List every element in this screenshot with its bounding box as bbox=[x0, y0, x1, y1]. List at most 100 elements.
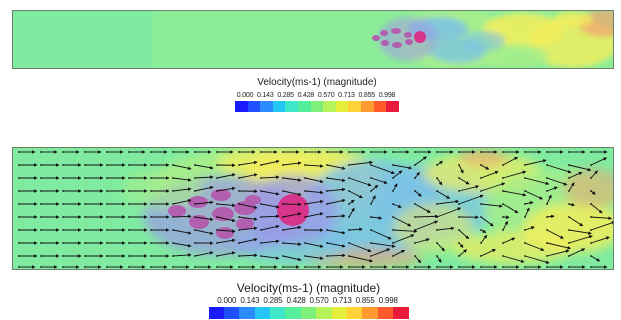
vector-origin bbox=[62, 229, 64, 231]
velocity-vector bbox=[392, 164, 413, 170]
vector-origin bbox=[414, 203, 416, 205]
velocity-vector bbox=[282, 177, 302, 182]
vector-origin bbox=[480, 151, 482, 153]
vector-origin bbox=[40, 255, 42, 257]
velocity-vector bbox=[238, 253, 258, 258]
vector-origin bbox=[194, 229, 196, 231]
vector-origin bbox=[546, 203, 548, 205]
legend-tick: 0.570 bbox=[309, 296, 329, 305]
vector-origin bbox=[282, 242, 284, 244]
velocity-vector bbox=[238, 237, 258, 244]
velocity-vector bbox=[590, 255, 601, 262]
flow-contour-blob bbox=[393, 203, 473, 253]
vector-origin bbox=[568, 266, 570, 268]
velocity-vector bbox=[238, 173, 258, 179]
velocity-vector bbox=[436, 160, 444, 166]
vector-origin bbox=[18, 242, 20, 244]
vector-origin bbox=[106, 203, 108, 205]
vector-origin bbox=[590, 229, 592, 231]
vector-origin bbox=[238, 242, 240, 244]
colorbar-swatch bbox=[270, 307, 286, 319]
vector-origin bbox=[524, 266, 526, 268]
vector-origin bbox=[480, 242, 482, 244]
vector-origin bbox=[414, 266, 416, 268]
vector-origin bbox=[304, 229, 306, 231]
vector-origin bbox=[304, 266, 306, 268]
vector-origin bbox=[194, 164, 196, 166]
vector-origin bbox=[436, 164, 438, 166]
vector-origin bbox=[150, 216, 152, 218]
vector-origin bbox=[370, 203, 372, 205]
velocity-vector bbox=[590, 221, 613, 231]
vector-origin bbox=[304, 216, 306, 218]
velocity-vector bbox=[458, 242, 464, 248]
vector-origin bbox=[84, 177, 86, 179]
vector-origin bbox=[194, 190, 196, 192]
vector-origin bbox=[436, 190, 438, 192]
velocity-vector bbox=[326, 214, 346, 218]
flow-contours bbox=[378, 11, 613, 68]
vector-origin bbox=[590, 216, 592, 218]
velocity-vector bbox=[546, 186, 558, 192]
legend-title: Velocity(ms-1) (magnitude) bbox=[236, 281, 381, 295]
legend-tick: 0.285 bbox=[263, 296, 283, 305]
vector-origin bbox=[84, 190, 86, 192]
velocity-vector bbox=[480, 170, 499, 179]
vector-origin bbox=[128, 255, 130, 257]
velocity-vector bbox=[414, 255, 422, 264]
vector-origin bbox=[150, 151, 152, 153]
vector-origin bbox=[128, 151, 130, 153]
vector-origin bbox=[348, 177, 350, 179]
colorbar-swatch bbox=[361, 101, 374, 112]
vector-origin bbox=[18, 190, 20, 192]
vector-origin bbox=[436, 229, 438, 231]
vortex-cell bbox=[391, 28, 401, 34]
vector-origin bbox=[18, 229, 20, 231]
legend-tick: 0.000 bbox=[236, 92, 254, 99]
flow-contour-blob bbox=[553, 11, 593, 27]
vector-origin bbox=[370, 190, 372, 192]
vector-origin bbox=[260, 255, 262, 257]
vector-origin bbox=[84, 242, 86, 244]
vector-origin bbox=[590, 164, 592, 166]
velocity-vector bbox=[194, 251, 214, 257]
vector-origin bbox=[348, 255, 350, 257]
vector-origin bbox=[370, 151, 372, 153]
velocity-vector bbox=[590, 216, 613, 221]
velocity-vector bbox=[502, 190, 527, 197]
vector-origin bbox=[458, 229, 460, 231]
vector-origin bbox=[106, 266, 108, 268]
vector-origin bbox=[84, 216, 86, 218]
vector-origin bbox=[414, 177, 416, 179]
vector-origin bbox=[238, 255, 240, 257]
velocity-vector bbox=[194, 200, 214, 205]
velocity-vector bbox=[568, 216, 584, 227]
legend-tick-labels: 0.000 0.143 0.285 0.428 0.570 0.713 0.85… bbox=[222, 91, 412, 100]
colorbar-swatch bbox=[247, 101, 261, 112]
vector-origin bbox=[392, 216, 394, 218]
vortex-cell bbox=[216, 227, 234, 239]
vector-origin bbox=[458, 151, 460, 153]
velocity-vector bbox=[546, 164, 572, 174]
velocity-vector bbox=[392, 229, 418, 234]
velocity-vector bbox=[590, 203, 603, 214]
vector-origin bbox=[282, 266, 284, 268]
velocity-vector bbox=[458, 249, 468, 257]
velocity-vector bbox=[480, 164, 490, 170]
velocity-vector bbox=[414, 156, 427, 166]
vector-origin bbox=[480, 164, 482, 166]
vector-origin bbox=[392, 151, 394, 153]
vector-origin bbox=[238, 216, 240, 218]
vector-origin bbox=[84, 266, 86, 268]
velocity-vector bbox=[480, 234, 488, 244]
vector-origin bbox=[40, 266, 42, 268]
velocity-vector bbox=[568, 229, 592, 235]
flow-contour-blob bbox=[563, 168, 613, 208]
vector-origin bbox=[436, 151, 438, 153]
vector-origin bbox=[502, 229, 504, 231]
vector-origin bbox=[568, 164, 570, 166]
vector-origin bbox=[106, 190, 108, 192]
velocity-vector bbox=[304, 190, 324, 195]
vector-origin bbox=[216, 164, 218, 166]
vector-origin bbox=[326, 229, 328, 231]
